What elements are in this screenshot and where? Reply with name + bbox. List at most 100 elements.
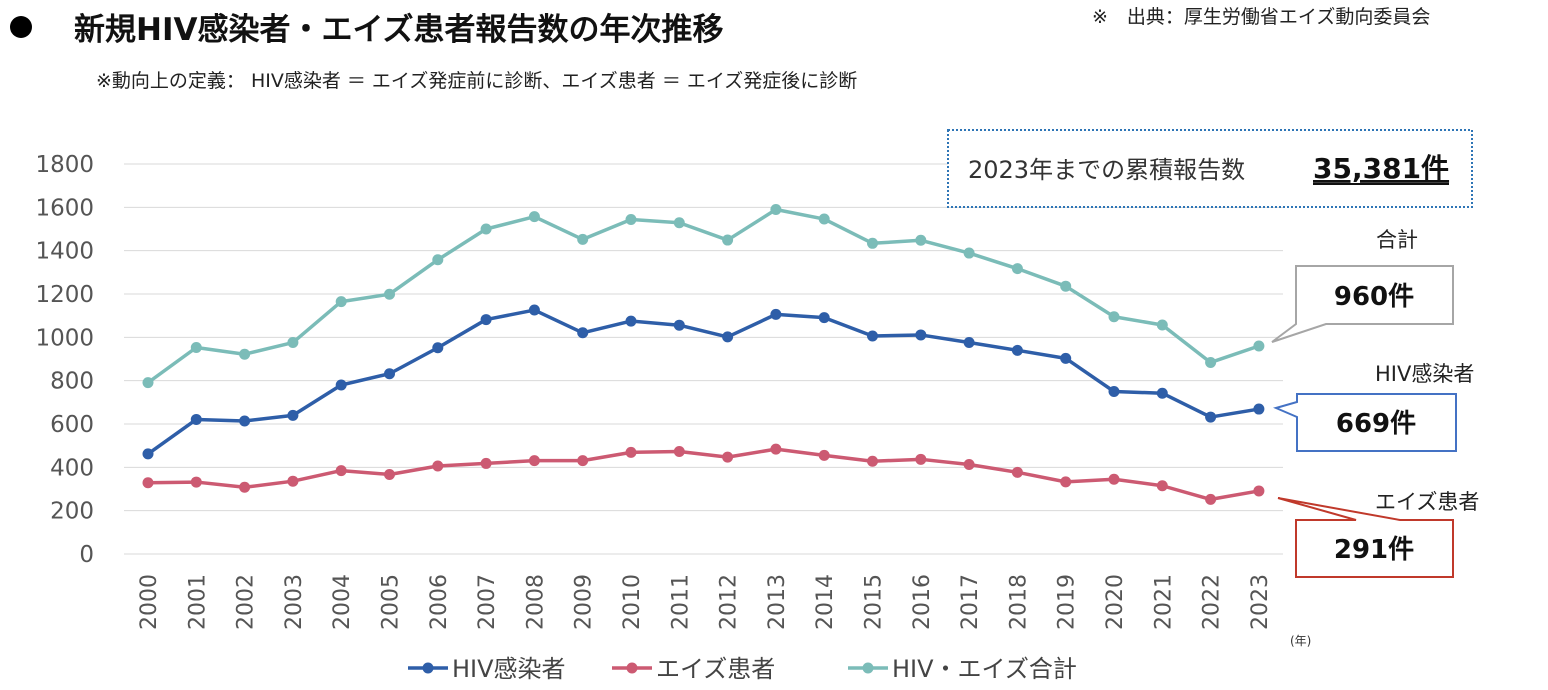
cumulative-value: 35,381件 — [1313, 152, 1449, 185]
x-axis-unit: (年) — [1290, 634, 1311, 648]
x-tick-label-2008: 2008 — [523, 574, 548, 630]
y-tick-label-400: 400 — [50, 455, 94, 481]
total-callout-box — [1271, 265, 1454, 343]
point-hiv-2008 — [528, 304, 540, 316]
point-total-2014 — [818, 213, 830, 225]
aids-callout-value: 291件 — [1334, 535, 1414, 565]
legend: HIV感染者 エイズ患者 HIV・エイズ合計 — [408, 655, 1077, 683]
point-aids-2014 — [818, 449, 830, 461]
point-aids-2012 — [722, 451, 734, 463]
x-tick-label-2010: 2010 — [620, 574, 645, 630]
x-tick-label-2005: 2005 — [379, 574, 404, 630]
point-hiv-2022 — [1205, 411, 1217, 423]
legend-marker-aids — [626, 662, 638, 674]
point-total-2022 — [1205, 356, 1217, 368]
series-line-hiv — [146, 308, 1260, 456]
point-total-2013 — [770, 204, 782, 215]
series-group — [142, 204, 1265, 505]
point-aids-2002 — [239, 481, 251, 493]
grid-lines — [124, 163, 1283, 555]
x-tick-label-2006: 2006 — [427, 574, 452, 630]
point-aids-2009 — [577, 455, 589, 467]
point-hiv-2001 — [190, 413, 202, 425]
point-total-2008 — [528, 211, 540, 223]
point-total-2002 — [239, 348, 251, 360]
x-tick-label-2016: 2016 — [910, 574, 935, 630]
point-total-2017 — [963, 247, 975, 259]
point-hiv-2012 — [722, 331, 734, 343]
point-aids-2007 — [480, 457, 492, 469]
point-hiv-2017 — [963, 337, 975, 349]
x-tick-label-2009: 2009 — [572, 574, 597, 630]
point-aids-2020 — [1108, 473, 1120, 485]
point-hiv-2000 — [142, 448, 154, 460]
y-tick-label-1400: 1400 — [35, 239, 94, 265]
hiv-callout-box — [1273, 393, 1457, 452]
point-aids-2003 — [287, 475, 299, 487]
x-tick-label-2022: 2022 — [1200, 574, 1225, 630]
point-total-2016 — [915, 234, 927, 246]
legend-label-total: HIV・エイズ合計 — [892, 655, 1077, 683]
point-aids-2016 — [915, 453, 927, 465]
x-tick-label-2017: 2017 — [958, 574, 983, 630]
point-hiv-2015 — [867, 330, 878, 342]
x-tick-label-2018: 2018 — [1006, 574, 1031, 630]
x-tick-label-2002: 2002 — [234, 574, 259, 630]
point-total-2019 — [1060, 280, 1072, 292]
point-hiv-2002 — [239, 415, 251, 427]
point-total-2009 — [577, 233, 589, 245]
cumulative-label: 2023年までの累積報告数 — [968, 156, 1245, 184]
point-hiv-2004 — [335, 379, 347, 391]
y-tick-label-800: 800 — [50, 369, 94, 395]
point-total-2000 — [142, 377, 154, 389]
series-line-aids — [147, 447, 1260, 502]
point-total-2018 — [1011, 263, 1023, 275]
point-hiv-2005 — [384, 368, 395, 380]
aids-callout-box — [1277, 497, 1454, 578]
legend-marker-total — [862, 662, 874, 674]
point-total-2012 — [722, 234, 734, 246]
point-hiv-2011 — [673, 319, 685, 331]
x-tick-label-2004: 2004 — [330, 574, 355, 630]
point-total-2021 — [1156, 319, 1168, 331]
point-hiv-2019 — [1060, 352, 1072, 364]
point-aids-2021 — [1156, 480, 1168, 492]
page-title: 新規HIV感染者・エイズ患者報告数の年次推移 — [74, 12, 724, 48]
point-aids-2004 — [335, 465, 347, 477]
x-tick-label-2020: 2020 — [1103, 574, 1128, 630]
x-tick-label-2023: 2023 — [1248, 574, 1273, 630]
hiv-callout-value: 669件 — [1336, 409, 1416, 439]
source-note: ※ 出典：厚生労働省エイズ動向委員会 — [1092, 6, 1431, 28]
point-aids-2019 — [1060, 476, 1072, 488]
point-total-2020 — [1108, 311, 1120, 323]
point-hiv-2018 — [1011, 344, 1023, 356]
point-total-2005 — [384, 288, 395, 300]
hiv-label: HIV感染者 — [1375, 362, 1474, 386]
point-hiv-2010 — [625, 315, 637, 327]
point-hiv-2003 — [287, 409, 299, 421]
point-aids-2013 — [770, 443, 782, 455]
point-aids-2022 — [1205, 493, 1217, 505]
point-total-2010 — [625, 213, 637, 225]
y-tick-label-600: 600 — [50, 412, 94, 438]
point-aids-2018 — [1011, 466, 1023, 478]
point-aids-2001 — [190, 476, 202, 488]
y-tick-label-1800: 1800 — [35, 152, 94, 178]
x-tick-label-2011: 2011 — [668, 574, 693, 630]
point-total-2003 — [287, 337, 299, 349]
x-tick-label-2000: 2000 — [137, 574, 162, 630]
point-hiv-2021 — [1156, 387, 1168, 399]
x-tick-label-2007: 2007 — [475, 574, 500, 630]
point-total-2011 — [673, 217, 685, 229]
y-tick-label-0: 0 — [79, 542, 94, 568]
point-aids-2011 — [673, 446, 685, 458]
legend-label-aids: エイズ患者 — [656, 655, 775, 683]
y-tick-label-1200: 1200 — [35, 282, 94, 308]
point-hiv-2013 — [770, 308, 782, 320]
x-tick-label-2014: 2014 — [813, 574, 838, 630]
aids-label: エイズ患者 — [1375, 490, 1479, 514]
point-hiv-2014 — [818, 312, 830, 324]
point-aids-2006 — [432, 460, 444, 472]
x-tick-label-2015: 2015 — [862, 574, 887, 630]
